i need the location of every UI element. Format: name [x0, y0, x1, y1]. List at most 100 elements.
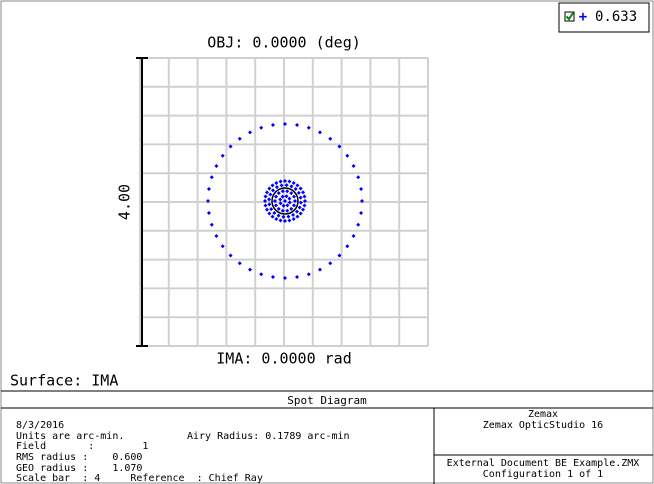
spot [237, 261, 242, 266]
spot [264, 207, 269, 212]
spot [228, 144, 233, 149]
spot [259, 125, 264, 130]
spot [281, 214, 286, 219]
spot [270, 214, 275, 219]
spot [287, 196, 292, 201]
spot [351, 233, 356, 238]
spot [274, 185, 279, 190]
company: Zemax [528, 409, 558, 420]
spot [283, 219, 287, 223]
spot [285, 208, 290, 213]
spot [317, 130, 322, 135]
spot [292, 203, 297, 208]
spot [295, 122, 300, 127]
spot [284, 194, 289, 199]
product: Zemax OpticStudio 16 [483, 420, 603, 431]
spot [274, 217, 279, 222]
spot [272, 210, 277, 215]
spot [269, 207, 274, 212]
spot [273, 194, 278, 199]
spot [345, 153, 350, 158]
spot [263, 194, 268, 199]
spot [278, 179, 283, 184]
spot [285, 203, 290, 208]
spot [276, 213, 281, 218]
grid [139, 57, 429, 347]
spot [359, 186, 364, 191]
spot [283, 122, 287, 126]
spot [248, 267, 253, 272]
spot [285, 189, 290, 194]
spot [267, 202, 272, 207]
legend-symbol: + [579, 9, 587, 25]
spot [298, 211, 303, 216]
spot [292, 194, 297, 199]
spot [289, 191, 294, 196]
panel-title: Spot Diagram [287, 394, 367, 407]
spot [351, 164, 356, 169]
spots [206, 122, 364, 280]
spot [297, 205, 302, 210]
spot [345, 244, 350, 249]
check-mark [565, 12, 574, 21]
surface-label: Surface: IMA [10, 372, 118, 390]
spot [291, 217, 296, 222]
spot [214, 233, 219, 238]
spot [280, 194, 285, 199]
spot [302, 203, 307, 208]
spot [271, 188, 276, 193]
spot [328, 261, 333, 266]
spot [296, 190, 301, 195]
spot [360, 199, 364, 203]
spot [302, 194, 307, 199]
spot [228, 253, 233, 258]
spot [295, 214, 300, 219]
spot [268, 192, 273, 197]
spot [267, 186, 272, 191]
spot [294, 209, 299, 214]
spot [206, 199, 210, 203]
spot [267, 197, 272, 202]
spot [278, 201, 283, 206]
spot [280, 208, 285, 213]
file-name: External Document BE Example.ZMX [447, 458, 640, 469]
spot [276, 206, 281, 211]
spot [303, 199, 307, 203]
info-line: Units are arc-min. [16, 431, 124, 442]
spot [206, 186, 211, 191]
info-line: RMS radius : 0.600 [16, 452, 142, 463]
spot [359, 211, 364, 216]
spot [220, 244, 225, 249]
spot [356, 222, 361, 227]
spot [298, 195, 303, 200]
spot [289, 206, 294, 211]
spot [283, 179, 287, 183]
airy-radius: Airy Radius: 0.1789 arc-min [187, 431, 350, 442]
spot [270, 183, 275, 188]
spot [267, 211, 272, 216]
spot [263, 203, 268, 208]
spot [209, 222, 214, 227]
spot [337, 253, 342, 258]
spot [298, 186, 303, 191]
info-line: Field : 1 [16, 441, 148, 452]
spot [291, 180, 296, 185]
spot [237, 136, 242, 141]
spot [274, 180, 279, 185]
spot [306, 125, 311, 130]
spot [306, 272, 311, 277]
spot [287, 218, 292, 223]
spot [276, 191, 281, 196]
spot [328, 136, 333, 141]
spot [259, 272, 264, 277]
spot [287, 200, 292, 205]
configuration: Configuration 1 of 1 [483, 469, 603, 480]
spot [295, 183, 300, 188]
spot [278, 197, 283, 202]
spot [289, 184, 294, 189]
airy-circle [271, 187, 299, 215]
spot [279, 183, 284, 188]
